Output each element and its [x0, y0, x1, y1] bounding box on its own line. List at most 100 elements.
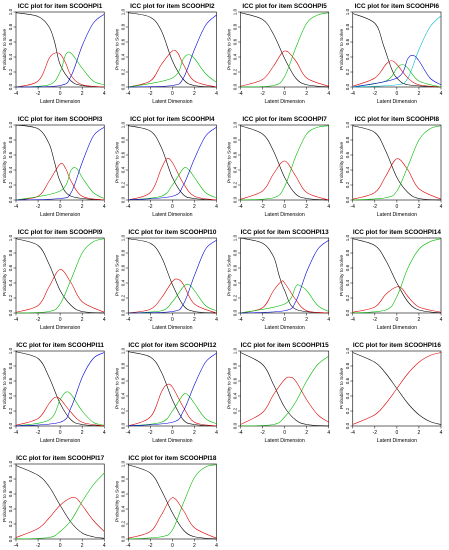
icc-curve	[240, 12, 329, 88]
panel-title: ICC plot for item SCOOHPI1	[18, 3, 103, 10]
y-tick-label: 0.2	[120, 294, 125, 301]
y-tick-label: 0.0	[233, 309, 238, 316]
icc-panel: ICC plot for item SCOOHPI17 -4 -2 0 2 4 0.0 0.2…	[2, 455, 106, 549]
x-tick-label: 4	[327, 204, 330, 210]
y-tick-label: 1.0	[120, 234, 125, 241]
y-tick-label: 0.0	[345, 196, 350, 203]
y-tick-label: 0.8	[345, 362, 350, 369]
icc-curve	[240, 356, 329, 427]
x-tick-label: 4	[103, 317, 106, 323]
y-tick-label: 0.0	[8, 535, 13, 542]
x-tick-label: -4	[14, 204, 19, 210]
y-tick-label: 0.2	[233, 68, 238, 75]
icc-panel: ICC plot for item SCOOHPI12 -4 -2 0 2 4 0.0 0.2…	[114, 342, 218, 444]
y-tick-label: 0.8	[120, 23, 125, 30]
icc-curve	[240, 237, 329, 314]
y-tick-label: 0.6	[8, 490, 13, 497]
x-tick-label: -2	[148, 204, 153, 210]
y-tick-label: 0.6	[8, 264, 13, 271]
plot-frame	[240, 350, 330, 427]
x-tick-label: 4	[440, 317, 443, 323]
panel-title: ICC plot for item SCOOHPI18	[128, 455, 217, 462]
y-axis-label: Probability to Solve	[2, 481, 8, 522]
y-tick-label: 1.0	[233, 8, 238, 15]
icc-curve	[15, 396, 105, 427]
panel-title: ICC plot for item SCOOHPI17	[16, 455, 105, 462]
icc-curve	[240, 376, 329, 425]
x-tick-label: 0	[59, 430, 62, 436]
panel-title: ICC plot for item SCOOHPI12	[128, 342, 217, 349]
icc-curve	[128, 158, 217, 201]
y-tick-label: 0.0	[345, 309, 350, 316]
x-tick-label: -2	[148, 430, 153, 436]
y-tick-label: 0.4	[120, 392, 125, 399]
y-tick-label: 0.4	[233, 279, 238, 286]
x-tick-label: -2	[148, 317, 153, 323]
y-tick-label: 0.6	[345, 264, 350, 271]
icc-curve	[128, 54, 217, 88]
plot-frame	[127, 463, 217, 540]
y-tick-label: 0.0	[233, 422, 238, 429]
y-tick-label: 1.0	[233, 234, 238, 241]
y-tick-label: 0.0	[120, 309, 125, 316]
y-tick-label: 0.6	[233, 377, 238, 384]
y-tick-label: 0.6	[233, 151, 238, 158]
y-tick-label: 0.8	[345, 249, 350, 256]
y-axis-label: Probability to Solve	[227, 142, 233, 183]
y-tick-label: 0.6	[120, 38, 125, 45]
x-tick-label: 2	[81, 430, 84, 436]
x-tick-label: 2	[418, 430, 421, 436]
x-tick-label: -2	[36, 317, 41, 323]
x-tick-label: -2	[260, 204, 265, 210]
y-axis-label: Probability to Solve	[339, 142, 345, 183]
y-tick-label: 0.2	[8, 68, 13, 75]
x-tick-label: -4	[14, 543, 19, 549]
panel-title: ICC plot for item SCOOHPI3	[18, 116, 103, 123]
y-tick-label: 0.8	[345, 23, 350, 30]
x-tick-label: 0	[171, 543, 174, 549]
y-tick-label: 0.8	[120, 136, 125, 143]
icc-curve	[15, 496, 105, 538]
icc-panel: ICC plot for item SCOOHPI9 -4 -2 0 2 4 0.0 0.2 0…	[2, 229, 106, 331]
y-tick-label: 0.0	[120, 83, 125, 90]
x-tick-label: -2	[373, 317, 378, 323]
icc-curve	[128, 14, 217, 88]
icc-curve	[240, 12, 329, 88]
icc-curve	[15, 51, 105, 88]
icc-curve	[128, 240, 217, 314]
x-tick-label: -4	[238, 204, 243, 210]
x-tick-label: 2	[305, 430, 308, 436]
x-tick-label: -4	[238, 430, 243, 436]
y-tick-label: 0.2	[8, 181, 13, 188]
icc-panel: ICC plot for item SCOOHPI18 -4 -2 0 2 4 0.0 0.2…	[114, 455, 218, 549]
icc-curve	[15, 238, 105, 314]
x-axis-label: Latent Dimension	[377, 212, 417, 218]
x-axis-label: Latent Dimension	[264, 99, 304, 105]
y-tick-label: 0.6	[345, 38, 350, 45]
panel-title: ICC plot for item SCOOHPI15	[241, 342, 330, 349]
icc-curve	[240, 160, 329, 201]
x-tick-label: 2	[193, 430, 196, 436]
y-tick-label: 0.0	[8, 309, 13, 316]
y-axis-label: Probability to Solve	[114, 255, 120, 296]
icc-panel: ICC plot for item SCOOHPI3 -4 -2 0 2 4 0.0 0.2 0…	[2, 116, 106, 218]
x-tick-label: -2	[373, 430, 378, 436]
x-tick-label: -4	[126, 204, 131, 210]
icc-panel: ICC plot for item SCOOHPI16 -4 -2 0 2 4 0.0 0.2…	[339, 342, 443, 444]
icc-curve	[128, 393, 217, 427]
y-tick-label: 0.4	[120, 53, 125, 60]
y-tick-label: 1.0	[345, 8, 350, 15]
y-tick-label: 0.6	[345, 377, 350, 384]
icc-curve	[15, 269, 105, 313]
icc-curve	[128, 238, 217, 314]
y-tick-label: 0.8	[8, 136, 13, 143]
x-tick-label: 0	[283, 204, 286, 210]
icc-curve	[240, 352, 329, 427]
icc-curve	[128, 353, 217, 427]
icc-panel: ICC plot for item SCOOHPI5 -4 -2 0 2 4 0.0 0.2 0…	[227, 3, 331, 105]
icc-curve	[128, 125, 217, 201]
y-tick-label: 0.6	[120, 264, 125, 271]
y-tick-label: 0.4	[345, 53, 350, 60]
x-axis-label: Latent Dimension	[377, 438, 417, 444]
